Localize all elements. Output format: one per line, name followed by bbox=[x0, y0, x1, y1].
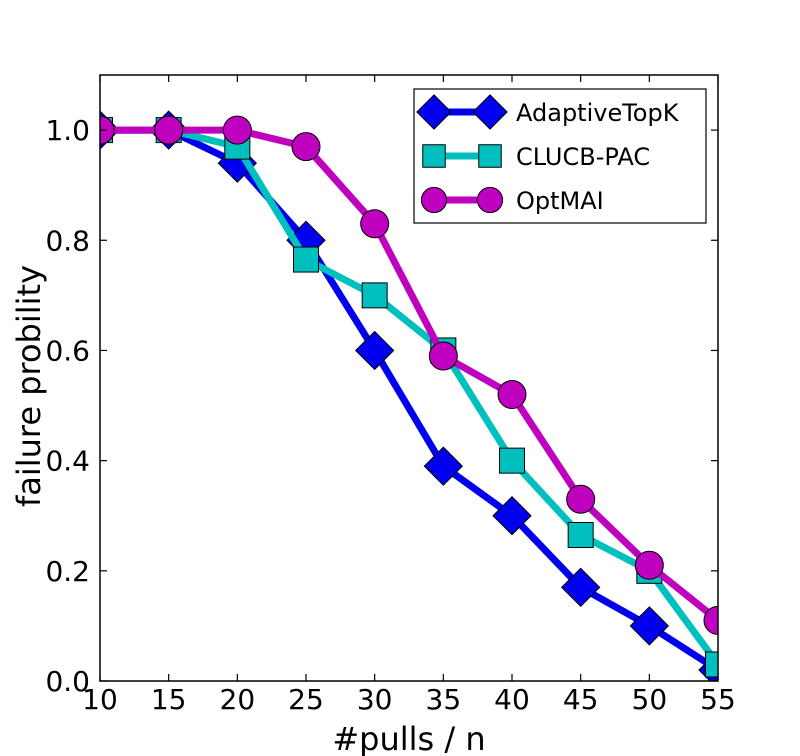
data-point-optmai bbox=[291, 132, 321, 162]
series-line-adaptivetopk bbox=[100, 126, 718, 673]
legend: AdaptiveTopK CLUCB-PAC OptMAI bbox=[413, 88, 707, 224]
data-point-adaptivetopk bbox=[492, 496, 532, 536]
data-point-clucb-pac bbox=[499, 447, 525, 474]
series-line-optmai bbox=[100, 126, 718, 624]
x-tick-label: 10 bbox=[82, 683, 118, 716]
legend-marker bbox=[422, 144, 446, 168]
legend-label: CLUCB-PAC bbox=[516, 143, 650, 171]
x-axis-label: #pulls / n bbox=[332, 720, 485, 756]
x-tick-label: 35 bbox=[426, 683, 462, 716]
x-tick-label: 45 bbox=[563, 683, 599, 716]
y-tick-label: 0.4 bbox=[45, 445, 90, 478]
data-point-optmai bbox=[634, 550, 664, 580]
legend-entry-adaptivetopk: AdaptiveTopK bbox=[416, 94, 680, 130]
x-tick-label: 20 bbox=[220, 683, 256, 716]
data-point-adaptivetopk bbox=[354, 330, 395, 371]
data-point-adaptivetopk bbox=[423, 446, 464, 486]
x-tick-label: 25 bbox=[288, 683, 324, 716]
y-axis-label: failure probility bbox=[10, 265, 48, 507]
y-tick-label: 1.0 bbox=[45, 114, 90, 147]
data-point-optmai bbox=[428, 341, 458, 371]
y-tick-label: 0.0 bbox=[45, 665, 90, 698]
legend-label: AdaptiveTopK bbox=[516, 99, 680, 127]
plot-area bbox=[100, 110, 718, 681]
legend-marker bbox=[478, 144, 502, 168]
plot-frame bbox=[99, 74, 719, 682]
data-point-optmai bbox=[566, 484, 596, 514]
legend-entry-clucb-pac: CLUCB-PAC bbox=[422, 143, 650, 171]
axes: 10 15 20 25 30 35 40 45 50 55 0.0 0.2 0.4 0.6 0.8 1.0 bbox=[45, 75, 736, 716]
legend-label: OptMAI bbox=[516, 187, 604, 215]
data-point-optmai bbox=[703, 605, 718, 635]
legend-marker bbox=[472, 94, 508, 130]
data-point-clucb-pac bbox=[361, 282, 388, 309]
data-point-clucb-pac bbox=[705, 651, 718, 678]
legend-entry-optmai: OptMAI bbox=[420, 186, 604, 215]
x-tick-label: 40 bbox=[494, 683, 530, 716]
series-line-clucb-pac bbox=[100, 126, 718, 667]
legend-marker bbox=[416, 94, 452, 130]
x-tick-label: 30 bbox=[357, 683, 393, 716]
x-tick-label: 50 bbox=[632, 683, 668, 716]
data-point-clucb-pac bbox=[567, 522, 594, 549]
x-tick-label: 55 bbox=[700, 683, 736, 716]
data-point-optmai bbox=[497, 380, 527, 410]
y-tick-label: 0.6 bbox=[45, 334, 90, 367]
series-optmai bbox=[100, 115, 718, 635]
data-point-adaptivetopk bbox=[560, 567, 601, 608]
data-point-optmai bbox=[360, 209, 390, 239]
x-tick-label: 15 bbox=[151, 683, 187, 716]
y-tick-label: 0.8 bbox=[45, 224, 90, 257]
legend-marker bbox=[476, 186, 504, 214]
legend-marker bbox=[420, 186, 448, 214]
data-point-optmai bbox=[222, 115, 252, 145]
y-tick-label: 0.2 bbox=[45, 555, 90, 588]
data-point-adaptivetopk bbox=[629, 606, 670, 646]
data-point-clucb-pac bbox=[293, 246, 319, 273]
data-point-optmai bbox=[154, 115, 184, 145]
